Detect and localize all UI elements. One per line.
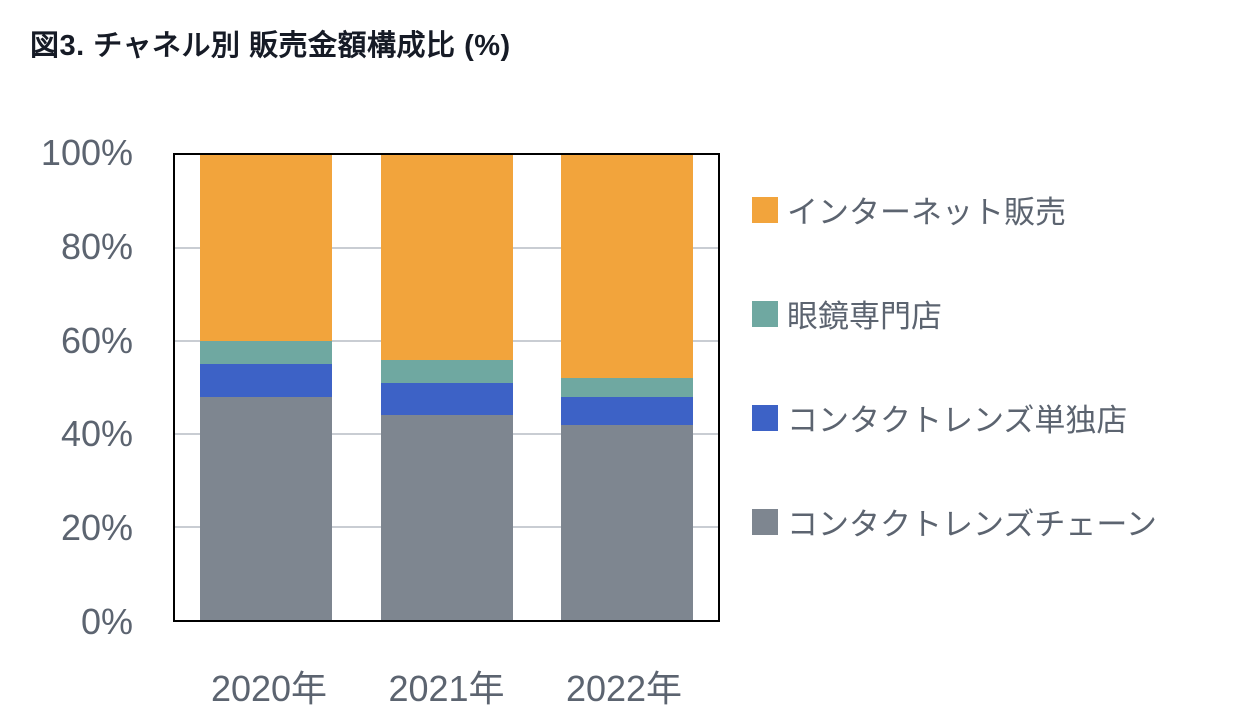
y-tick-label: 60% xyxy=(60,319,133,361)
legend-item: コンタクトレンズ単独店 xyxy=(752,402,1157,438)
chart-title: 図3. チャネル別 販売金額構成比 (%) xyxy=(30,30,511,62)
legend-label: コンタクトレンズチェーン xyxy=(787,507,1157,542)
bar-segment xyxy=(200,364,332,397)
bar-segment xyxy=(380,359,513,383)
y-tick-label: 0% xyxy=(80,601,133,642)
bar-segment xyxy=(561,378,693,397)
bar-segment xyxy=(380,415,513,620)
bar-column xyxy=(380,155,513,620)
legend-swatch xyxy=(752,404,778,431)
y-tick-label: 100% xyxy=(40,132,133,173)
x-axis: 2020年 2021年 2022年 xyxy=(173,660,720,712)
x-axis-label: 2020年 xyxy=(210,668,328,709)
bar-column xyxy=(200,155,332,620)
legend-swatch xyxy=(752,508,778,535)
bars-container xyxy=(175,155,718,620)
bar-segment xyxy=(200,155,332,342)
legend-label: 眼鏡専門店 xyxy=(787,299,942,334)
legend-item: コンタクトレンズチェーン xyxy=(752,506,1157,542)
y-tick-label: 20% xyxy=(60,507,133,549)
y-axis: 100% 80% 60% 40% 20% 0% xyxy=(0,132,133,642)
bar-segment xyxy=(380,155,513,360)
bar-segment xyxy=(380,382,513,416)
bar-segment xyxy=(561,424,693,620)
legend-item: 眼鏡専門店 xyxy=(752,298,1157,334)
legend-item: インターネット販売 xyxy=(752,194,1157,230)
legend: インターネット販売 眼鏡専門店コンタクトレンズ単独店 コンタクトレンズチェーン xyxy=(752,194,1157,542)
legend-label: コンタクトレンズ単独店 xyxy=(787,403,1128,438)
bar-segment xyxy=(200,341,332,365)
bar-segment xyxy=(561,155,693,379)
y-tick-label: 40% xyxy=(60,413,133,455)
legend-label: インターネット販売 xyxy=(787,195,1066,230)
x-axis-label: 2021年 xyxy=(388,668,505,709)
y-tick-label: 80% xyxy=(60,225,133,267)
x-axis-label: 2022年 xyxy=(565,668,683,709)
bar-column xyxy=(561,155,693,620)
bar-segment xyxy=(561,396,693,425)
legend-swatch xyxy=(752,196,778,223)
bar-segment xyxy=(200,396,332,620)
plot-area xyxy=(173,153,720,622)
legend-swatch xyxy=(752,300,778,327)
